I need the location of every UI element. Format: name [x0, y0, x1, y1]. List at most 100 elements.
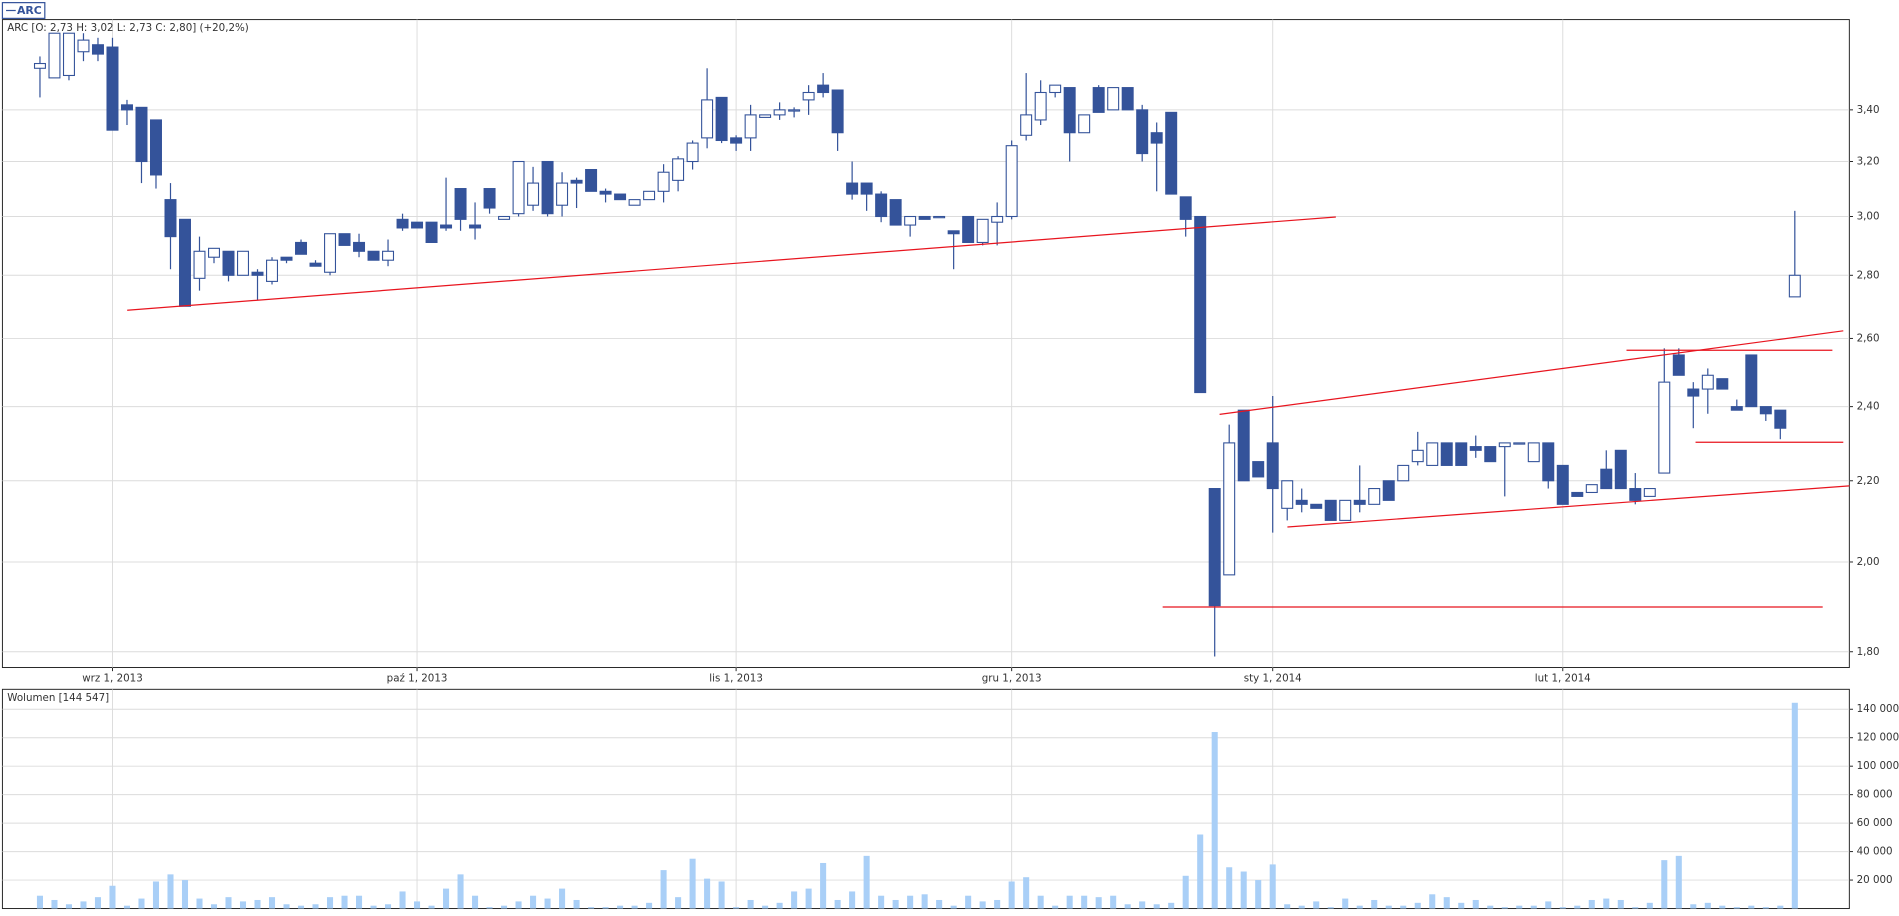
volume-bar — [1559, 907, 1566, 909]
candle-body — [701, 99, 714, 139]
volume-bar — [1023, 877, 1030, 909]
volume-bar — [1298, 905, 1305, 909]
volume-bar — [1574, 905, 1581, 909]
volume-bar — [94, 897, 102, 909]
volume-bar — [863, 855, 870, 909]
volume-bar — [1646, 902, 1653, 909]
x-tick-label: gru 1, 2013 — [982, 672, 1042, 684]
candle-body — [585, 168, 598, 192]
candle-body — [628, 199, 641, 206]
candle-body — [1266, 442, 1279, 490]
volume-bar — [1472, 899, 1479, 909]
candle-body — [556, 182, 569, 206]
candle-body — [179, 218, 191, 307]
symbol-tab[interactable] — [1, 2, 46, 19]
candle-body — [918, 215, 931, 220]
volume-bar — [268, 897, 276, 909]
candle-body — [860, 182, 873, 195]
volume-bar — [109, 885, 116, 909]
candle-body — [831, 89, 844, 134]
ohlc-legend: ARC [O: 2,73 H: 3,02 L: 2,73 C: 2,80] (+… — [7, 22, 249, 34]
candle-body — [1281, 480, 1294, 509]
volume-bar — [559, 888, 566, 909]
candle-body — [1107, 87, 1120, 111]
volume-bar — [907, 895, 914, 909]
volume-bar — [689, 858, 696, 909]
volume-bar — [1139, 901, 1146, 909]
volume-bar — [1588, 899, 1595, 909]
volume-bar — [65, 904, 72, 909]
volume-bar — [950, 905, 957, 909]
volume-bar — [283, 904, 290, 909]
volume-bar — [1371, 899, 1378, 909]
candle-body — [1353, 499, 1366, 505]
candle-body — [367, 250, 380, 261]
volume-bar — [51, 899, 58, 909]
volume-bar — [36, 895, 43, 909]
candle-body — [730, 137, 743, 144]
volume-bar — [1632, 907, 1639, 909]
volume-bar — [254, 899, 261, 909]
volume-bar — [167, 874, 174, 909]
volume-bar — [1356, 905, 1363, 909]
candle-body — [1629, 488, 1642, 501]
candle-body — [1150, 132, 1163, 144]
candle-body — [1368, 488, 1381, 505]
volume-bar — [1762, 907, 1769, 909]
y-tick-label: 2,80 — [1857, 269, 1880, 281]
candle-body — [933, 215, 946, 219]
candle-body — [1542, 442, 1555, 482]
candle-body — [976, 218, 989, 244]
y-tick-label: 80 000 — [1857, 789, 1893, 801]
candle-body — [208, 247, 220, 258]
candle-body — [657, 171, 670, 192]
volume-bar — [80, 901, 87, 909]
volume-bar — [138, 898, 145, 909]
volume-bar — [776, 902, 783, 909]
y-tick-label: 3,40 — [1857, 104, 1880, 116]
y-tick-label: 2,60 — [1857, 332, 1880, 344]
volume-bar — [849, 891, 856, 909]
candle-body — [1078, 114, 1091, 134]
volume-bar — [1095, 897, 1102, 909]
candle-body — [396, 218, 409, 229]
candle-body — [1585, 484, 1598, 494]
candle-body — [353, 241, 366, 252]
volume-bar — [1313, 901, 1320, 909]
y-tick-label: 120 000 — [1857, 732, 1899, 744]
volume-bar — [1414, 902, 1421, 909]
candle-body — [1020, 114, 1033, 136]
volume-bar — [341, 895, 348, 909]
volume-bar — [1153, 904, 1160, 909]
candle-body — [1063, 87, 1076, 134]
volume-bar — [385, 904, 392, 909]
candle-body — [1208, 488, 1221, 607]
candle-body — [483, 188, 496, 209]
candle-body — [280, 256, 293, 261]
candle-body — [1252, 461, 1265, 478]
x-tick-label: sty 1, 2014 — [1244, 672, 1302, 684]
candle-body — [1759, 406, 1772, 415]
candle-body — [1310, 503, 1323, 509]
candle-body — [454, 188, 467, 220]
volume-bar — [486, 907, 493, 909]
volume-bar — [631, 905, 638, 909]
volume-bar — [1211, 732, 1218, 909]
candle-body — [541, 160, 554, 215]
volume-bar — [1037, 895, 1044, 909]
x-tick-label: paź 1, 2013 — [387, 672, 448, 684]
y-tick-label: 2,20 — [1857, 475, 1880, 487]
volume-bar — [1182, 875, 1189, 909]
candle-body — [440, 224, 453, 229]
y-tick-label: 3,00 — [1857, 211, 1880, 223]
candle-body — [1237, 409, 1250, 482]
candle-body — [91, 44, 104, 55]
volume-bar — [1385, 905, 1392, 909]
volume-bar — [399, 891, 406, 909]
candle-body — [1455, 442, 1468, 466]
candle-body — [1658, 381, 1671, 474]
volume-bar — [1545, 901, 1552, 909]
candle-body — [1745, 354, 1758, 408]
y-tick-label: 2,00 — [1857, 556, 1880, 568]
candle-body — [1005, 145, 1018, 218]
